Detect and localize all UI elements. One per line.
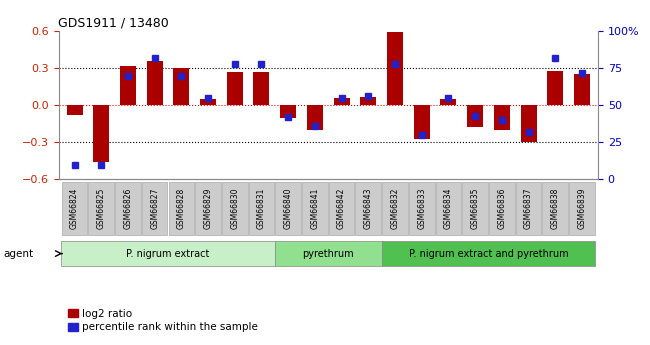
Text: GSM66825: GSM66825 <box>97 188 106 229</box>
Text: GSM66841: GSM66841 <box>311 188 319 229</box>
FancyBboxPatch shape <box>329 182 354 235</box>
Text: P. nigrum extract: P. nigrum extract <box>126 249 210 258</box>
Text: GSM66842: GSM66842 <box>337 188 346 229</box>
FancyBboxPatch shape <box>436 182 461 235</box>
Bar <box>574 74 590 105</box>
Legend: log2 ratio, percentile rank within the sample: log2 ratio, percentile rank within the s… <box>64 305 263 336</box>
Text: GSM66836: GSM66836 <box>497 188 506 229</box>
Bar <box>494 105 510 130</box>
Text: GSM66832: GSM66832 <box>391 188 400 229</box>
Text: GDS1911 / 13480: GDS1911 / 13480 <box>58 17 169 30</box>
FancyBboxPatch shape <box>382 182 408 235</box>
Bar <box>547 71 564 105</box>
FancyBboxPatch shape <box>222 182 248 235</box>
FancyBboxPatch shape <box>276 182 301 235</box>
Text: GSM66835: GSM66835 <box>471 188 480 229</box>
FancyBboxPatch shape <box>142 182 168 235</box>
Bar <box>467 105 483 128</box>
FancyBboxPatch shape <box>515 182 541 235</box>
Text: GSM66833: GSM66833 <box>417 188 426 229</box>
Bar <box>66 105 83 115</box>
FancyBboxPatch shape <box>249 182 274 235</box>
Text: GSM66828: GSM66828 <box>177 188 186 229</box>
FancyBboxPatch shape <box>462 182 488 235</box>
Text: GSM66834: GSM66834 <box>444 188 453 229</box>
Text: GSM66840: GSM66840 <box>283 188 292 229</box>
Bar <box>333 98 350 105</box>
Text: GSM66839: GSM66839 <box>577 188 586 229</box>
Bar <box>387 32 403 105</box>
Bar <box>120 66 136 105</box>
FancyBboxPatch shape <box>61 241 275 266</box>
Bar <box>360 97 376 105</box>
Bar <box>521 105 536 142</box>
Text: GSM66829: GSM66829 <box>203 188 213 229</box>
Text: GSM66838: GSM66838 <box>551 188 560 229</box>
FancyBboxPatch shape <box>168 182 194 235</box>
Text: GSM66830: GSM66830 <box>230 188 239 229</box>
Bar <box>254 72 270 105</box>
Bar <box>441 99 456 105</box>
Text: GSM66843: GSM66843 <box>364 188 373 229</box>
Bar <box>280 105 296 118</box>
Text: pyrethrum: pyrethrum <box>302 249 354 258</box>
Text: GSM66826: GSM66826 <box>124 188 133 229</box>
FancyBboxPatch shape <box>115 182 141 235</box>
FancyBboxPatch shape <box>88 182 114 235</box>
FancyBboxPatch shape <box>543 182 568 235</box>
Bar <box>200 99 216 105</box>
FancyBboxPatch shape <box>569 182 595 235</box>
FancyBboxPatch shape <box>62 182 87 235</box>
Text: agent: agent <box>3 249 33 258</box>
Bar <box>93 105 109 162</box>
FancyBboxPatch shape <box>489 182 515 235</box>
FancyBboxPatch shape <box>409 182 435 235</box>
Text: GSM66827: GSM66827 <box>150 188 159 229</box>
FancyBboxPatch shape <box>275 241 382 266</box>
FancyBboxPatch shape <box>382 241 595 266</box>
FancyBboxPatch shape <box>356 182 381 235</box>
FancyBboxPatch shape <box>302 182 328 235</box>
Text: GSM66837: GSM66837 <box>524 188 533 229</box>
Bar <box>147 61 162 105</box>
Bar <box>307 105 323 130</box>
FancyBboxPatch shape <box>195 182 221 235</box>
Bar <box>174 68 189 105</box>
Text: GSM66824: GSM66824 <box>70 188 79 229</box>
Text: GSM66831: GSM66831 <box>257 188 266 229</box>
Text: P. nigrum extract and pyrethrum: P. nigrum extract and pyrethrum <box>409 249 568 258</box>
Bar <box>413 105 430 139</box>
Bar <box>227 72 243 105</box>
